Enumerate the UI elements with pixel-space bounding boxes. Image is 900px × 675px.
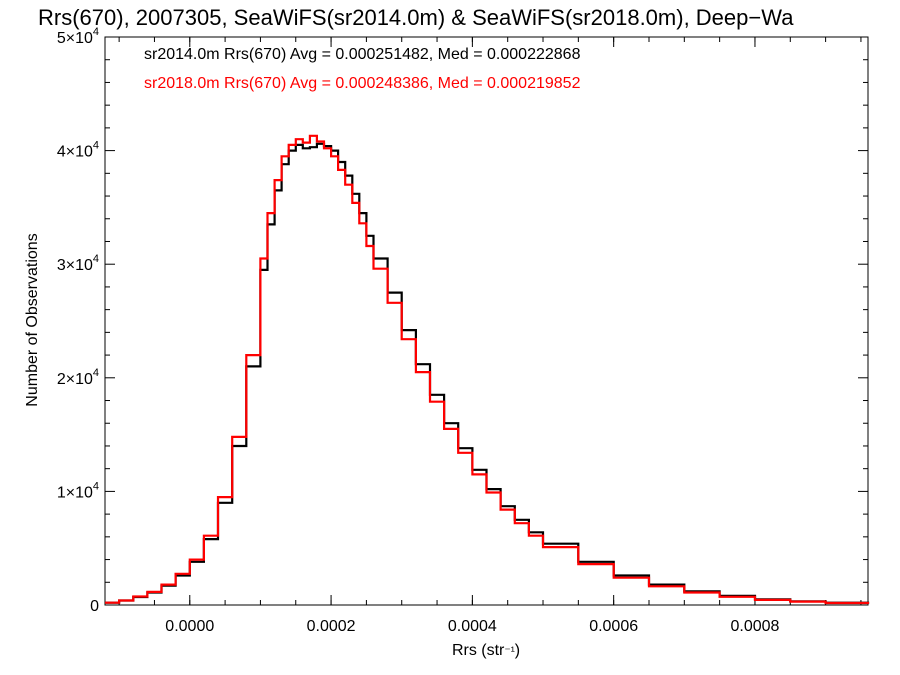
y-tick-label: 0: [90, 598, 99, 615]
x-tick-label: 0.0004: [448, 618, 497, 635]
x-tick-label: 0.0002: [307, 618, 356, 635]
x-tick-label: 0.0000: [165, 618, 214, 635]
plot-frame: [104, 36, 869, 606]
y-tick-label: 3×104: [57, 253, 99, 274]
legend-entry: sr2014.0m Rrs(670) Avg = 0.000251482, Me…: [144, 46, 581, 63]
legend-entry: sr2018.0m Rrs(670) Avg = 0.000248386, Me…: [144, 75, 581, 92]
y-axis-label: Number of Observations: [24, 233, 41, 406]
x-axis-label: Rrs (str⁻¹): [452, 642, 520, 659]
x-tick-label: 0.0006: [589, 618, 638, 635]
plot-border: [104, 36, 869, 606]
chart-title: Rrs(670), 2007305, SeaWiFS(sr2014.0m) & …: [38, 5, 794, 30]
y-tick-label: 1×104: [57, 480, 99, 501]
x-axis-ticks: 0.0000 0.0002 0.0004 0.0006 0.0008: [118, 37, 862, 635]
y-tick-label: 5×104: [57, 26, 99, 47]
y-tick-label: 4×104: [57, 140, 99, 161]
legend: sr2014.0m Rrs(670) Avg = 0.000251482, Me…: [144, 46, 581, 92]
x-tick-label: 0.0008: [730, 618, 779, 635]
series-line-2: [105, 134, 870, 605]
y-tick-label: 2×104: [57, 367, 99, 388]
series-line-1: [105, 142, 870, 604]
series-group: [105, 134, 870, 605]
y-axis-ticks: 0 1×104 2×104 3×104 4×104 5×104: [57, 26, 868, 615]
